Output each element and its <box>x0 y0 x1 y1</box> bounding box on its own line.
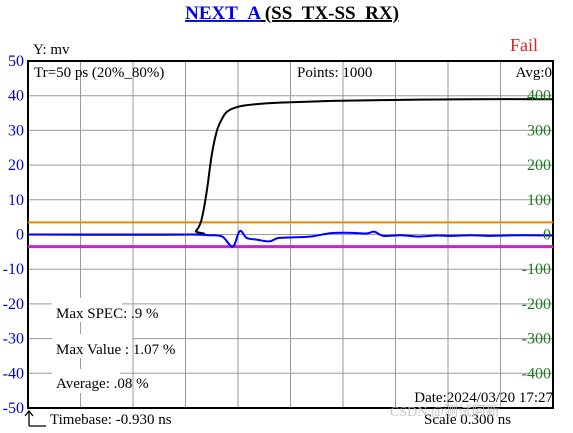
timebase-label: Timebase: -0.930 ns <box>50 412 172 428</box>
left-tick-label: 10 <box>8 192 24 209</box>
left-tick-label: -20 <box>3 296 24 313</box>
step-response-trace <box>27 98 554 236</box>
left-tick-label: 40 <box>8 88 24 105</box>
left-tick-label: -30 <box>3 331 24 348</box>
meas-bg-2 <box>52 334 132 358</box>
y-axis-label: Y: mv <box>33 42 70 58</box>
crosstalk-trace <box>28 229 554 248</box>
right-axis-ticks: 400 300 200 100 0 -100 -200 -300 -400 <box>522 88 551 383</box>
fail-status: Fail <box>510 35 538 55</box>
chart-title-link[interactable]: NEXT_A <box>185 3 261 24</box>
max-value-value: 1.07 % <box>133 342 176 358</box>
watermark: CSDN @测试阿新 <box>390 404 500 420</box>
max-value-sep: : <box>121 342 133 358</box>
left-tick-label: -10 <box>3 261 24 278</box>
right-tick-label: -200 <box>522 296 551 313</box>
right-tick-label: 100 <box>527 192 551 209</box>
right-tick-label: 0 <box>543 227 551 244</box>
series-layer <box>27 98 554 249</box>
scale-label: Scale 0.300 ns <box>424 412 511 428</box>
max-spec-label: Max SPEC: .9 % <box>56 306 159 322</box>
points-label: Points: 1000 <box>297 65 372 81</box>
right-tick-label: -100 <box>522 261 551 278</box>
average-sep: : <box>106 376 114 392</box>
meas-bg-3 <box>52 369 120 393</box>
average-label: Average: .08 % <box>56 376 149 392</box>
average-value: .08 % <box>114 376 149 392</box>
right-tick-label: 400 <box>527 88 551 105</box>
chart-title-suffix: (SS_TX-SS_RX) <box>260 3 399 24</box>
left-tick-label: -40 <box>3 365 24 382</box>
left-tick-label: 0 <box>16 227 24 244</box>
left-tick-label: 20 <box>8 157 24 174</box>
meas-bg-1 <box>52 298 122 322</box>
right-tick-label: 300 <box>527 122 551 139</box>
timebase-marker-icon <box>24 409 46 427</box>
date-label: Date:2024/03/20 17:27 <box>414 390 553 406</box>
max-value-label: Max Value : 1.07 % <box>56 342 175 358</box>
left-tick-label: 30 <box>8 122 24 139</box>
measurements-panel: Max SPEC: .9 % Max Value : 1.07 % Averag… <box>52 298 175 393</box>
average-name: Average <box>56 376 106 392</box>
max-spec-name: Max SPEC <box>56 306 123 322</box>
right-tick-label: -300 <box>522 331 551 348</box>
left-axis-ticks: 50 40 30 20 10 0 -10 -20 -30 -40 -50 <box>3 53 24 417</box>
avg-label: Avg:0 <box>516 65 552 81</box>
max-spec-sep: : <box>123 306 131 322</box>
max-value-name: Max Value <box>56 342 121 358</box>
left-tick-label: -50 <box>3 400 24 417</box>
chart-title: NEXT_A (SS_TX-SS_RX) <box>185 3 399 24</box>
right-tick-label: -400 <box>522 365 551 382</box>
right-tick-label: 200 <box>527 157 551 174</box>
max-spec-value: .9 % <box>131 306 159 322</box>
rise-time-label: Tr=50 ps (20%_80%) <box>34 65 164 81</box>
left-tick-label: 50 <box>8 53 24 70</box>
